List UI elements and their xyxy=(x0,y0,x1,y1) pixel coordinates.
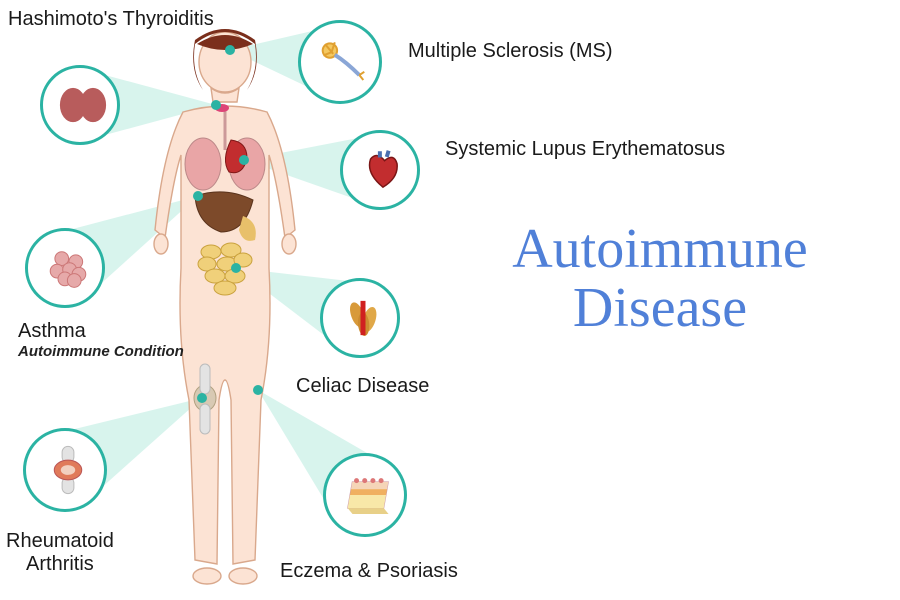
anchor-dot xyxy=(193,191,203,201)
callout-ms xyxy=(298,20,382,104)
callout-lupus xyxy=(340,130,420,210)
alveoli-icon xyxy=(28,228,102,308)
label-text: Hashimoto's Thyroiditis xyxy=(8,8,214,30)
label-rheumatoid: RheumatoidArthritis xyxy=(6,530,114,576)
anchor-dot xyxy=(231,263,241,273)
label-celiac: Celiac Disease xyxy=(296,375,429,398)
label-sub: Autoimmune Condition xyxy=(18,343,184,360)
label-hashimoto: Hashimoto's Thyroiditis xyxy=(8,8,214,31)
anchor-dot xyxy=(225,45,235,55)
label-asthma: AsthmaAutoimmune Condition xyxy=(18,320,184,360)
anchor-dot xyxy=(253,385,263,395)
callout-rheumatoid xyxy=(23,428,107,512)
label-text-line2: Arthritis xyxy=(6,553,114,576)
label-text: Multiple Sclerosis (MS) xyxy=(408,40,612,62)
label-text: Systemic Lupus Erythematosus xyxy=(445,138,725,160)
callout-celiac xyxy=(320,278,400,358)
heart-icon xyxy=(343,130,417,210)
anchor-dot xyxy=(197,393,207,403)
title-line1: Autoimmune xyxy=(512,218,808,280)
label-text: Celiac Disease xyxy=(296,375,429,397)
label-eczema: Eczema & Psoriasis xyxy=(280,560,458,583)
thyroid-icon xyxy=(43,65,117,145)
label-text: Rheumatoid xyxy=(6,530,114,552)
callout-eczema xyxy=(323,453,407,537)
callout-asthma xyxy=(25,228,105,308)
skin-icon xyxy=(326,453,404,537)
anchor-dot xyxy=(211,100,221,110)
label-lupus: Systemic Lupus Erythematosus xyxy=(445,138,725,161)
callout-hashimoto xyxy=(40,65,120,145)
joint-icon xyxy=(26,428,104,512)
title-line2: Disease xyxy=(573,277,747,339)
anchor-dot xyxy=(239,155,249,165)
label-text: Asthma xyxy=(18,320,86,342)
main-title: AutoimmuneDisease xyxy=(450,220,870,338)
label-text: Eczema & Psoriasis xyxy=(280,560,458,582)
label-ms: Multiple Sclerosis (MS) xyxy=(408,40,612,63)
grain-icon xyxy=(323,278,397,358)
neuron-icon xyxy=(301,20,379,104)
